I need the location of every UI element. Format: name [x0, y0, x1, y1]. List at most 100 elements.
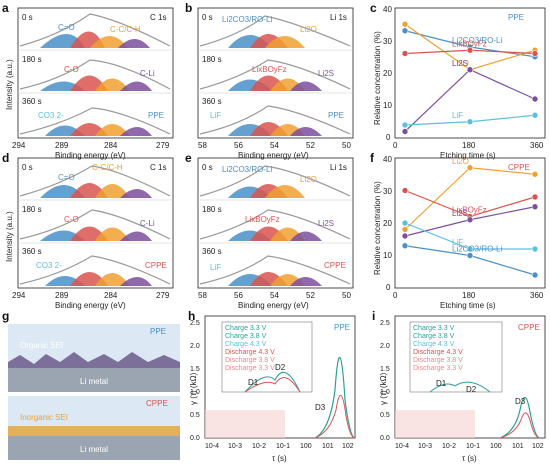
x-tick: 54 [270, 291, 279, 300]
x-tick: 289 [55, 141, 69, 150]
panel-d: d 0 s C 1s C=O C-C/C-H 180 s C-O C-Li 36… [2, 151, 174, 310]
sample-tag: PPE [334, 323, 350, 332]
peak-label: D3 [315, 403, 326, 412]
peak-label: LixBOyFz [245, 215, 280, 224]
x-axis-label: τ (s) [462, 454, 477, 463]
series-label: Li2S [452, 59, 468, 68]
row-time-label: 0 s [202, 163, 213, 172]
data-point [466, 245, 474, 253]
sample-tag: CPPE [518, 323, 540, 332]
li-metal-ppe [8, 368, 180, 392]
x-tick: 0 [393, 291, 398, 300]
series-label: LiF [452, 238, 463, 247]
y-tick: 20 [383, 69, 392, 78]
y-tick: 0.5 [190, 412, 200, 419]
legend-entry: Charge 3.3 V [413, 325, 455, 332]
row-time-label: 0 s [202, 13, 213, 22]
y-tick: 1.0 [380, 389, 390, 396]
data-point [531, 170, 539, 178]
envelope-curve [19, 209, 171, 240]
panel-a-frame [17, 7, 174, 139]
x-tick: 294 [12, 141, 26, 150]
envelope-curve [199, 105, 351, 135]
peak-label: C-C/C-H [110, 25, 141, 34]
inorganic-sei-layer [8, 426, 180, 436]
x-tick: 360 [530, 141, 544, 150]
x-tick: 279 [156, 291, 170, 300]
row-time-label: 360 s [202, 247, 222, 256]
y-tick: 20 [383, 219, 392, 228]
y-tick: 0.0 [380, 435, 390, 442]
legend-entry: Charge 4.3 V [413, 341, 455, 348]
peak-c-c [95, 227, 130, 241]
peak-label: D2 [275, 363, 286, 372]
peak-c-c [95, 273, 130, 286]
data-point [531, 193, 539, 201]
data-point [531, 95, 539, 103]
row-time-label: 0 s [22, 13, 33, 22]
sample-tag: PPE [150, 327, 166, 336]
envelope-curve [19, 165, 171, 197]
peak-label: LixBOyFz [252, 65, 287, 74]
y-tick: 30 [383, 37, 392, 46]
drt-curve [314, 356, 356, 439]
x-tick: 10-2 [252, 443, 266, 450]
x-tick: 360 [530, 291, 544, 300]
row-time-label: 360 s [202, 97, 222, 106]
peak-li2s [290, 127, 322, 136]
peak-label: CO3 2- [38, 111, 64, 120]
y-tick: 10 [383, 101, 392, 110]
x-tick: 289 [55, 291, 69, 300]
y-tick: 2.0 [190, 343, 200, 350]
y-tick: 2.5 [190, 320, 200, 327]
drt-curve [244, 371, 301, 393]
shaded-region [395, 410, 475, 438]
data-point [531, 203, 539, 211]
panel-letter-i: i [372, 309, 375, 323]
sample-tag: CPPE [508, 163, 530, 172]
envelope-curve [199, 15, 351, 47]
x-tick: 52 [306, 291, 315, 300]
inset-box [221, 321, 313, 393]
envelope-curve [199, 255, 351, 285]
peak-c-li [120, 127, 152, 136]
data-point [401, 128, 409, 135]
y-tick: 1.0 [190, 389, 200, 396]
y-tick: 10 [383, 251, 392, 260]
x-tick: 56 [234, 141, 243, 150]
y-axis-label: γ (τ) (kΩ) [189, 372, 198, 405]
sei-layer-label: Organic SEI [20, 341, 63, 350]
legend-entry: Charge 3.3 V [225, 325, 267, 332]
y-tick: 1.5 [190, 366, 200, 373]
data-point [401, 219, 409, 227]
peak-label: Li2O [300, 25, 317, 34]
panel-letter-c: c [370, 1, 377, 15]
x-tick: 10-3 [418, 443, 432, 450]
data-point [466, 46, 474, 54]
y-tick: 40 [383, 5, 392, 14]
row-time-label: 180 s [202, 55, 222, 64]
x-tick: 279 [156, 141, 170, 150]
x-tick: 0 [393, 141, 398, 150]
x-tick: 102 [532, 443, 544, 450]
sample-tag: PPE [508, 13, 524, 22]
x-tick: 50 [342, 141, 351, 150]
x-tick: 50 [342, 291, 351, 300]
element-label: Li 1s [330, 163, 347, 172]
sample-tag: PPE [328, 111, 344, 120]
data-point [466, 118, 474, 126]
peak-label: D1 [436, 379, 447, 388]
data-point [401, 50, 409, 57]
peak-label: Li2CO3/RO-Li [222, 15, 272, 24]
row-time-label: 360 s [22, 247, 42, 256]
x-tick: 58 [198, 141, 207, 150]
peak-li2o [265, 36, 305, 48]
peak-label: D1 [248, 378, 259, 387]
x-tick: 180 [462, 141, 476, 150]
legend-entry: Discharge 3.8 V [413, 357, 463, 364]
x-axis-label: τ (s) [272, 454, 287, 463]
x-axis-label: Binding energy (eV) [55, 301, 126, 310]
peak-label: LiF [210, 111, 221, 120]
